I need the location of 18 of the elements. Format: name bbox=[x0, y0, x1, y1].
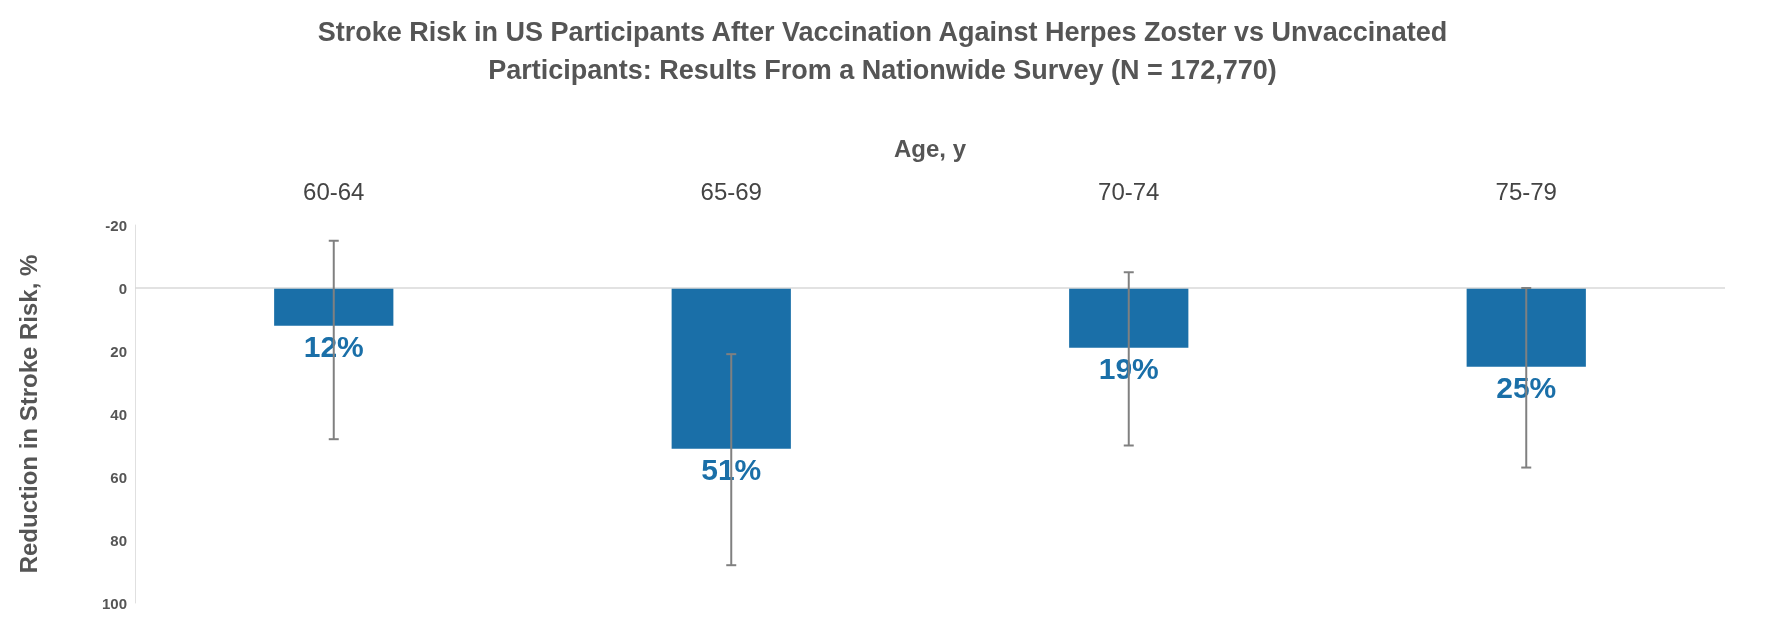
y-tick-label: 40 bbox=[110, 405, 127, 423]
bar bbox=[671, 288, 791, 449]
bar bbox=[1466, 288, 1586, 367]
y-tick-label: 100 bbox=[101, 594, 127, 612]
x-tick-label: 60-64 bbox=[303, 177, 365, 205]
y-tick-label: -20 bbox=[105, 216, 127, 234]
y-tick-label: 20 bbox=[110, 342, 127, 360]
chart-title: Stroke Risk in US Participants After Vaccination Against Herpes Zoster vs Unvaccinated Participants: Results From a Nationwide Survey (N = 172,770) bbox=[317, 17, 1448, 85]
y-tick-label: 80 bbox=[110, 531, 127, 549]
y-tick-label: 0 bbox=[118, 279, 127, 297]
x-tick-label: 70-74 bbox=[1098, 177, 1160, 205]
x-tick-label: 75-79 bbox=[1495, 177, 1557, 205]
x-tick-label: 65-69 bbox=[700, 177, 762, 205]
y-tick-label: 60 bbox=[110, 468, 127, 486]
y-axis-title: Reduction in Stroke Risk, % bbox=[14, 254, 42, 574]
bar bbox=[274, 288, 394, 326]
x-axis-title: Age, y bbox=[893, 134, 967, 162]
bar bbox=[1069, 288, 1189, 348]
